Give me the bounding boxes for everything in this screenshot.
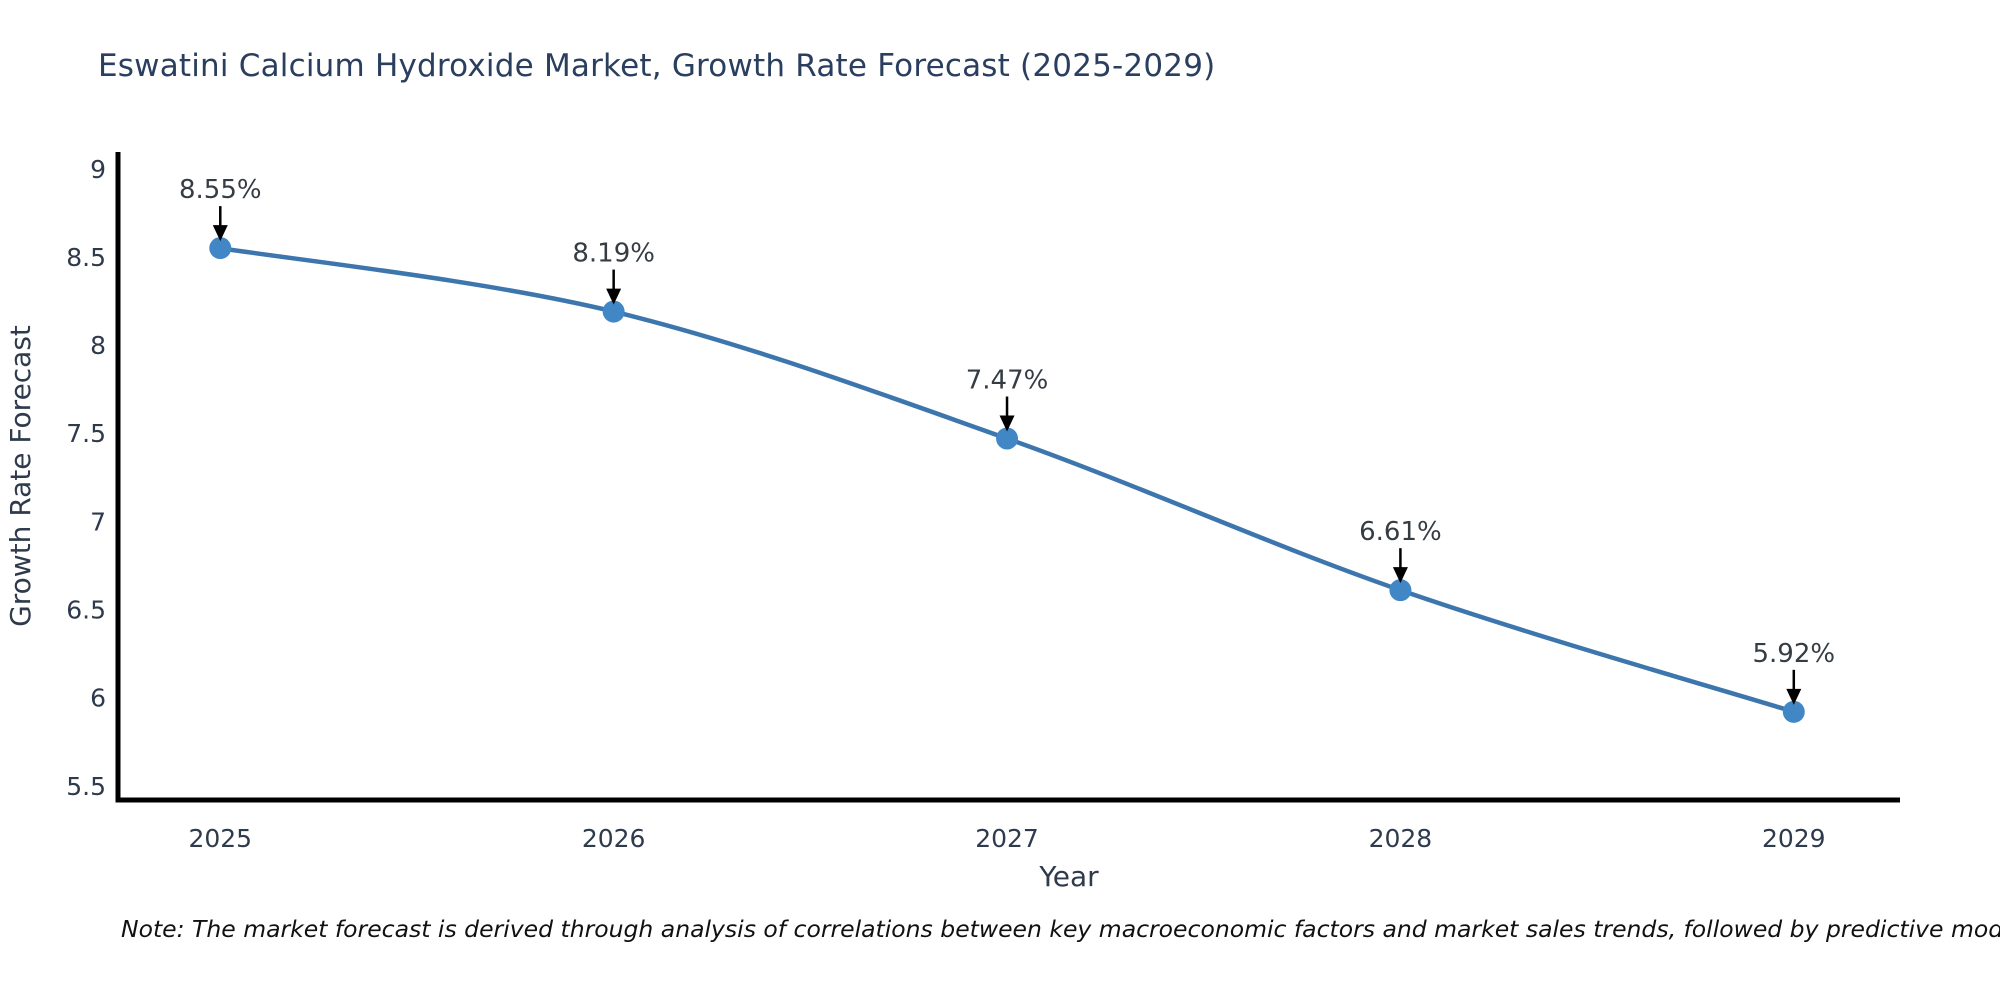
y-axis-title: Growth Rate Forecast (4, 325, 37, 627)
y-tick-label: 7 (90, 507, 106, 536)
annotation-arrowhead (1392, 567, 1408, 584)
data-point-marker (1782, 700, 1805, 723)
x-tick-label: 2027 (975, 824, 1039, 853)
annotation-arrowhead (606, 288, 622, 305)
data-point-marker (602, 300, 625, 323)
x-tick-label: 2025 (188, 824, 252, 853)
y-tick-label: 8 (90, 331, 106, 360)
y-tick-label: 6.5 (66, 596, 106, 625)
data-point-marker (1389, 579, 1412, 602)
x-tick-label: 2026 (582, 824, 646, 853)
chart-title: Eswatini Calcium Hydroxide Market, Growt… (98, 48, 1216, 84)
footnote: Note: The market forecast is derived thr… (121, 915, 2000, 943)
annotation-label: 7.47% (966, 366, 1049, 396)
annotation-arrowhead (999, 415, 1015, 432)
data-point-marker (209, 237, 232, 260)
y-tick-label: 9 (90, 155, 106, 184)
forecast-line (219, 245, 1795, 714)
y-tick-label: 7.5 (66, 419, 106, 448)
annotation-arrowhead (1786, 688, 1802, 705)
y-tick-label: 6 (90, 684, 106, 713)
data-point-marker (996, 427, 1019, 450)
x-tick-label: 2029 (1762, 824, 1826, 853)
annotation-label: 6.61% (1359, 517, 1442, 547)
x-tick-label: 2028 (1369, 824, 1433, 853)
x-axis-title: Year (1038, 860, 1099, 893)
annotation-label: 8.55% (179, 175, 262, 205)
y-tick-label: 5.5 (66, 772, 106, 801)
annotation-label: 8.19% (572, 239, 655, 269)
annotation-arrowhead (212, 225, 228, 242)
annotation-label: 5.92% (1752, 639, 1835, 669)
y-tick-label: 8.5 (66, 243, 106, 272)
